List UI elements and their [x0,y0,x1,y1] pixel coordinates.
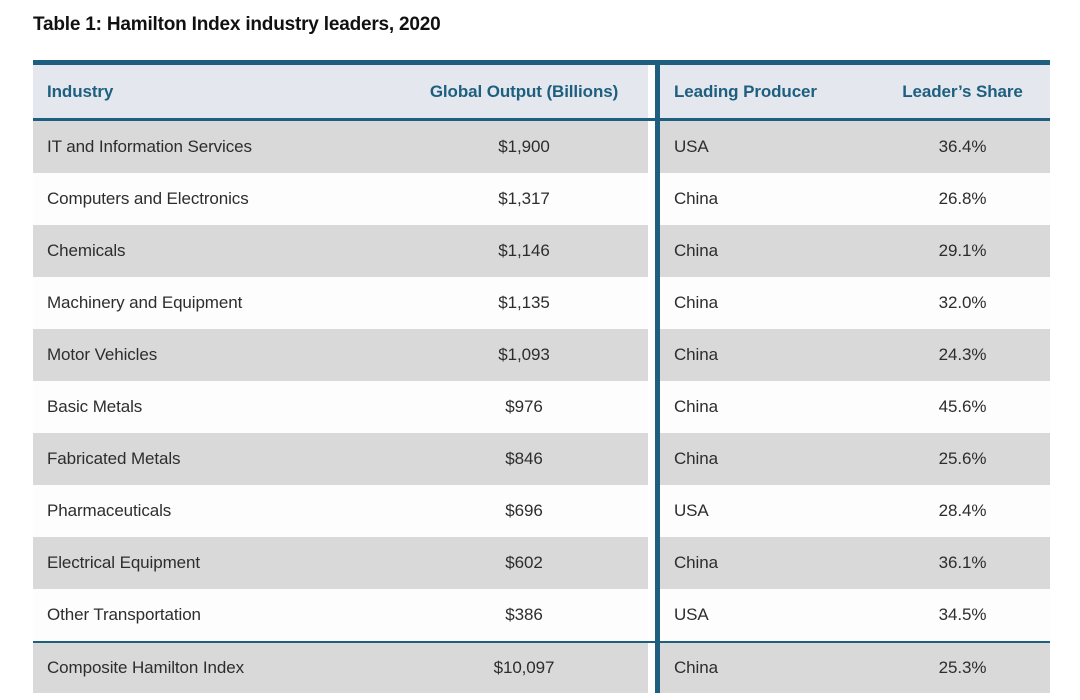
column-gap [648,643,655,693]
table-row: Electrical Equipment $602 China 36.1% [33,537,1050,589]
cell-output: $1,135 [498,293,550,312]
cell-producer: USA [674,605,709,624]
cell-output: $976 [505,397,543,416]
table-row: Chemicals $1,146 China 29.1% [33,225,1050,277]
header-right-group: Leading Producer Leader’s Share [660,65,1050,118]
column-gap [648,121,655,173]
column-gap [648,277,655,329]
column-gap [648,537,655,589]
vertical-divider [655,173,660,225]
cell-producer: China [674,397,718,416]
table-top-border [33,60,1050,65]
column-gap [648,433,655,485]
cell-share: 36.4% [938,137,987,156]
page-title: Table 1: Hamilton Index industry leaders… [33,14,441,35]
column-gap [648,173,655,225]
cell-output: $602 [505,553,543,572]
table-row: Basic Metals $976 China 45.6% [33,381,1050,433]
cell-industry: Chemicals [47,241,126,260]
vertical-divider [655,589,660,641]
header-cell-share: Leader’s Share [902,81,1023,101]
cell-output: $10,097 [493,658,555,677]
cell-industry: Machinery and Equipment [47,293,243,312]
table-header-row: Industry Global Output (Billions) Leadin… [33,65,1050,118]
header-separator-line [33,118,1050,121]
cell-producer: China [674,241,718,260]
vertical-divider [655,537,660,589]
cell-industry: Motor Vehicles [47,345,158,364]
cell-producer: China [674,345,718,364]
cell-producer: China [674,293,718,312]
cell-producer: USA [674,501,709,520]
cell-share: 26.8% [938,189,987,208]
cell-industry: Computers and Electronics [47,189,249,208]
cell-share: 28.4% [938,501,987,520]
cell-output: $1,900 [498,137,550,156]
vertical-divider [655,225,660,277]
column-gap [648,225,655,277]
cell-industry: Other Transportation [47,605,201,624]
header-cell-industry: Industry [47,81,114,101]
header-cell-producer: Leading Producer [674,81,817,101]
table-row: Other Transportation $386 USA 34.5% [33,589,1050,641]
cell-producer: China [674,449,718,468]
cell-share: 32.0% [938,293,987,312]
column-gap [648,329,655,381]
vertical-divider [655,329,660,381]
cell-output: $1,317 [498,189,550,208]
composite-separator-line [33,641,1050,643]
cell-share: 34.5% [938,605,987,624]
cell-share: 36.1% [938,553,987,572]
header-left-group: Industry Global Output (Billions) [33,65,648,118]
cell-output: $386 [505,605,543,624]
vertical-divider [655,121,660,173]
cell-share: 29.1% [938,241,987,260]
composite-row: Composite Hamilton Index $10,097 China 2… [33,643,1050,693]
table-row: Motor Vehicles $1,093 China 24.3% [33,329,1050,381]
cell-industry: IT and Information Services [47,137,252,156]
cell-output: $1,146 [498,241,550,260]
column-gap [648,65,655,118]
cell-share: 25.3% [938,658,987,677]
table-row: Fabricated Metals $846 China 25.6% [33,433,1050,485]
table-row: IT and Information Services $1,900 USA 3… [33,121,1050,173]
header-cell-output: Global Output (Billions) [429,81,619,101]
cell-industry: Basic Metals [47,397,143,416]
table-row: Computers and Electronics $1,317 China 2… [33,173,1050,225]
table-row: Pharmaceuticals $696 USA 28.4% [33,485,1050,537]
cell-output: $846 [505,449,543,468]
cell-producer: USA [674,137,709,156]
table-row: Machinery and Equipment $1,135 China 32.… [33,277,1050,329]
cell-output: $696 [505,501,543,520]
cell-share: 25.6% [938,449,987,468]
vertical-divider [655,433,660,485]
vertical-divider [655,485,660,537]
column-gap [648,485,655,537]
cell-producer: China [674,658,718,677]
cell-output: $1,093 [498,345,550,364]
cell-producer: China [674,189,718,208]
column-gap [648,381,655,433]
cell-producer: China [674,553,718,572]
cell-share: 45.6% [938,397,987,416]
cell-industry: Composite Hamilton Index [47,658,244,677]
vertical-divider [655,643,660,693]
vertical-divider [655,65,660,118]
cell-industry: Fabricated Metals [47,449,181,468]
cell-industry: Pharmaceuticals [47,501,172,520]
cell-share: 24.3% [938,345,987,364]
cell-industry: Electrical Equipment [47,553,200,572]
column-gap [648,589,655,641]
vertical-divider [655,277,660,329]
hamilton-index-table: Industry Global Output (Billions) Leadin… [33,60,1050,693]
vertical-divider [655,381,660,433]
